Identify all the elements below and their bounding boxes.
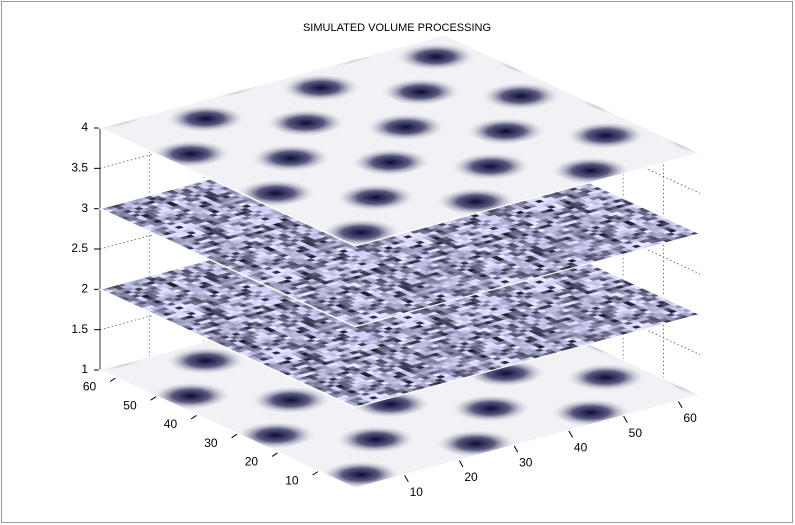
- chart-title: SIMULATED VOLUME PROCESSING: [303, 22, 491, 34]
- x-tick-label: 20: [464, 470, 478, 484]
- x-tick-label: 30: [519, 455, 533, 469]
- y-tick: [150, 395, 157, 401]
- y-tick: [312, 470, 319, 476]
- slice-group: [98, 34, 702, 247]
- y-tick: [109, 377, 117, 382]
- y-tick: [231, 433, 238, 439]
- y-tick-label: 20: [245, 455, 259, 469]
- y-tick-label: 40: [164, 417, 178, 431]
- x-tick: [568, 430, 574, 438]
- y-tick-label: 60: [83, 380, 97, 394]
- x-tick-label: 50: [629, 426, 643, 440]
- z-tick-label: 3: [81, 201, 88, 215]
- slice: [98, 34, 702, 247]
- y-tick: [190, 414, 198, 420]
- x-tick-label: 60: [683, 411, 697, 425]
- z-tick-label: 2.5: [71, 241, 88, 255]
- z-tick-label: 2: [81, 282, 88, 296]
- y-tick: [271, 451, 279, 457]
- y-tick-label: 50: [123, 398, 137, 412]
- z-tick-label: 4: [81, 120, 88, 134]
- y-tick-label: 10: [285, 473, 299, 487]
- x-tick: [403, 474, 409, 482]
- x-tick: [513, 444, 519, 453]
- y-tick-label: 30: [204, 436, 218, 450]
- z-tick-label: 1: [81, 362, 88, 376]
- x-tick: [458, 459, 464, 468]
- x-tick-label: 10: [410, 485, 424, 499]
- x-tick: [677, 400, 683, 409]
- x-tick-label: 40: [574, 441, 588, 455]
- x-tick: [622, 415, 628, 423]
- z-tick-label: 3.5: [71, 161, 88, 175]
- z-tick-label: 1.5: [71, 322, 88, 336]
